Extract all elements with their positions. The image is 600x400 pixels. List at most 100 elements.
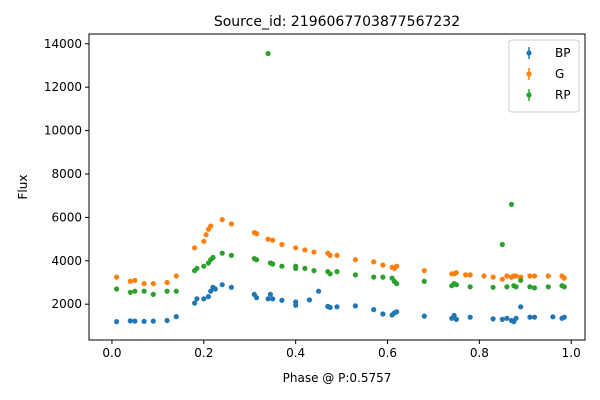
data-point: [334, 269, 340, 275]
data-point: [212, 286, 218, 292]
data-point: [531, 273, 538, 279]
data-point: [306, 297, 312, 303]
data-point: [201, 296, 207, 302]
data-point: [201, 263, 207, 269]
data-point: [421, 278, 427, 284]
legend-marker: [526, 71, 532, 77]
data-point: [527, 284, 533, 290]
data-point: [453, 316, 459, 322]
data-point: [311, 249, 317, 255]
data-point: [334, 252, 340, 258]
data-point: [499, 316, 505, 322]
data-point: [352, 303, 358, 309]
data-point: [421, 313, 427, 319]
data-point: [114, 274, 120, 280]
data-point: [380, 274, 386, 280]
data-point: [254, 257, 260, 263]
y-tick-label: 12000: [44, 80, 82, 94]
plot-area: [88, 33, 586, 341]
y-tick-label: 4000: [51, 254, 82, 268]
legend-marker: [526, 50, 532, 56]
data-point: [219, 282, 225, 288]
data-point: [394, 281, 400, 287]
data-point: [194, 265, 200, 271]
data-point: [270, 296, 276, 302]
data-point: [371, 259, 377, 265]
legend-label: RP: [555, 88, 571, 102]
chart-title: Source_id: 2196067703877567232: [214, 14, 460, 30]
data-point: [352, 272, 358, 278]
data-point: [561, 284, 567, 290]
legend-item-g: G: [526, 67, 564, 81]
y-tick-label: 8000: [51, 167, 82, 181]
data-point: [132, 277, 138, 283]
data-point: [527, 314, 533, 320]
data-point: [453, 282, 459, 288]
data-point: [527, 273, 533, 279]
data-point: [208, 223, 214, 229]
data-point: [311, 268, 317, 274]
data-point: [150, 281, 156, 287]
data-point: [302, 247, 308, 253]
data-point: [453, 270, 459, 276]
data-point: [518, 304, 524, 310]
data-point: [518, 277, 524, 283]
data-point: [205, 294, 211, 300]
data-point: [279, 297, 285, 303]
data-point: [164, 288, 170, 294]
data-point: [481, 273, 487, 279]
legend-label: G: [555, 67, 564, 81]
data-point: [327, 304, 333, 310]
data-point: [531, 285, 538, 291]
data-point: [394, 263, 400, 269]
data-point: [550, 314, 556, 320]
data-point: [421, 268, 427, 274]
data-point: [490, 284, 496, 290]
data-point: [254, 231, 260, 237]
data-point: [371, 307, 377, 313]
x-tick-label: 0.6: [378, 346, 397, 360]
data-point: [141, 281, 147, 287]
data-point: [279, 241, 285, 248]
x-tick-label: 0.2: [194, 346, 213, 360]
data-point: [380, 311, 386, 317]
data-point: [132, 288, 138, 294]
data-point: [228, 252, 234, 258]
data-point: [531, 314, 538, 320]
legend-item-rp: RP: [526, 88, 571, 102]
data-point: [513, 315, 519, 321]
x-tick-label: 0.0: [102, 346, 121, 360]
data-point: [545, 284, 551, 290]
data-point: [371, 274, 377, 280]
data-point: [127, 318, 133, 324]
data-point: [228, 221, 234, 227]
data-point: [504, 273, 510, 279]
data-point: [293, 245, 299, 251]
y-tick-label: 6000: [51, 210, 82, 224]
data-point: [380, 262, 386, 268]
data-point: [490, 316, 496, 322]
legend-item-bp: BP: [526, 46, 570, 60]
legend-box: [508, 39, 580, 113]
data-point: [173, 273, 179, 279]
data-point: [194, 296, 200, 302]
x-axis: 0.0 0.2 0.4 0.6 0.8 1.0: [102, 340, 581, 360]
y-axis-label: Flux: [16, 175, 30, 200]
legend-marker: [526, 92, 532, 98]
data-point: [265, 50, 271, 57]
data-point: [327, 252, 333, 258]
data-point: [467, 314, 473, 320]
series-bp: [114, 282, 567, 325]
data-point: [513, 273, 519, 279]
data-point: [316, 288, 322, 294]
x-tick-label: 0.4: [286, 346, 305, 360]
y-tick-label: 2000: [51, 297, 82, 311]
data-point: [513, 284, 519, 290]
data-point: [173, 288, 179, 294]
data-point: [141, 288, 147, 294]
data-point: [504, 284, 510, 290]
data-point: [114, 286, 120, 292]
data-point: [561, 275, 567, 281]
x-tick-label: 1.0: [562, 346, 581, 360]
data-point: [192, 245, 198, 251]
